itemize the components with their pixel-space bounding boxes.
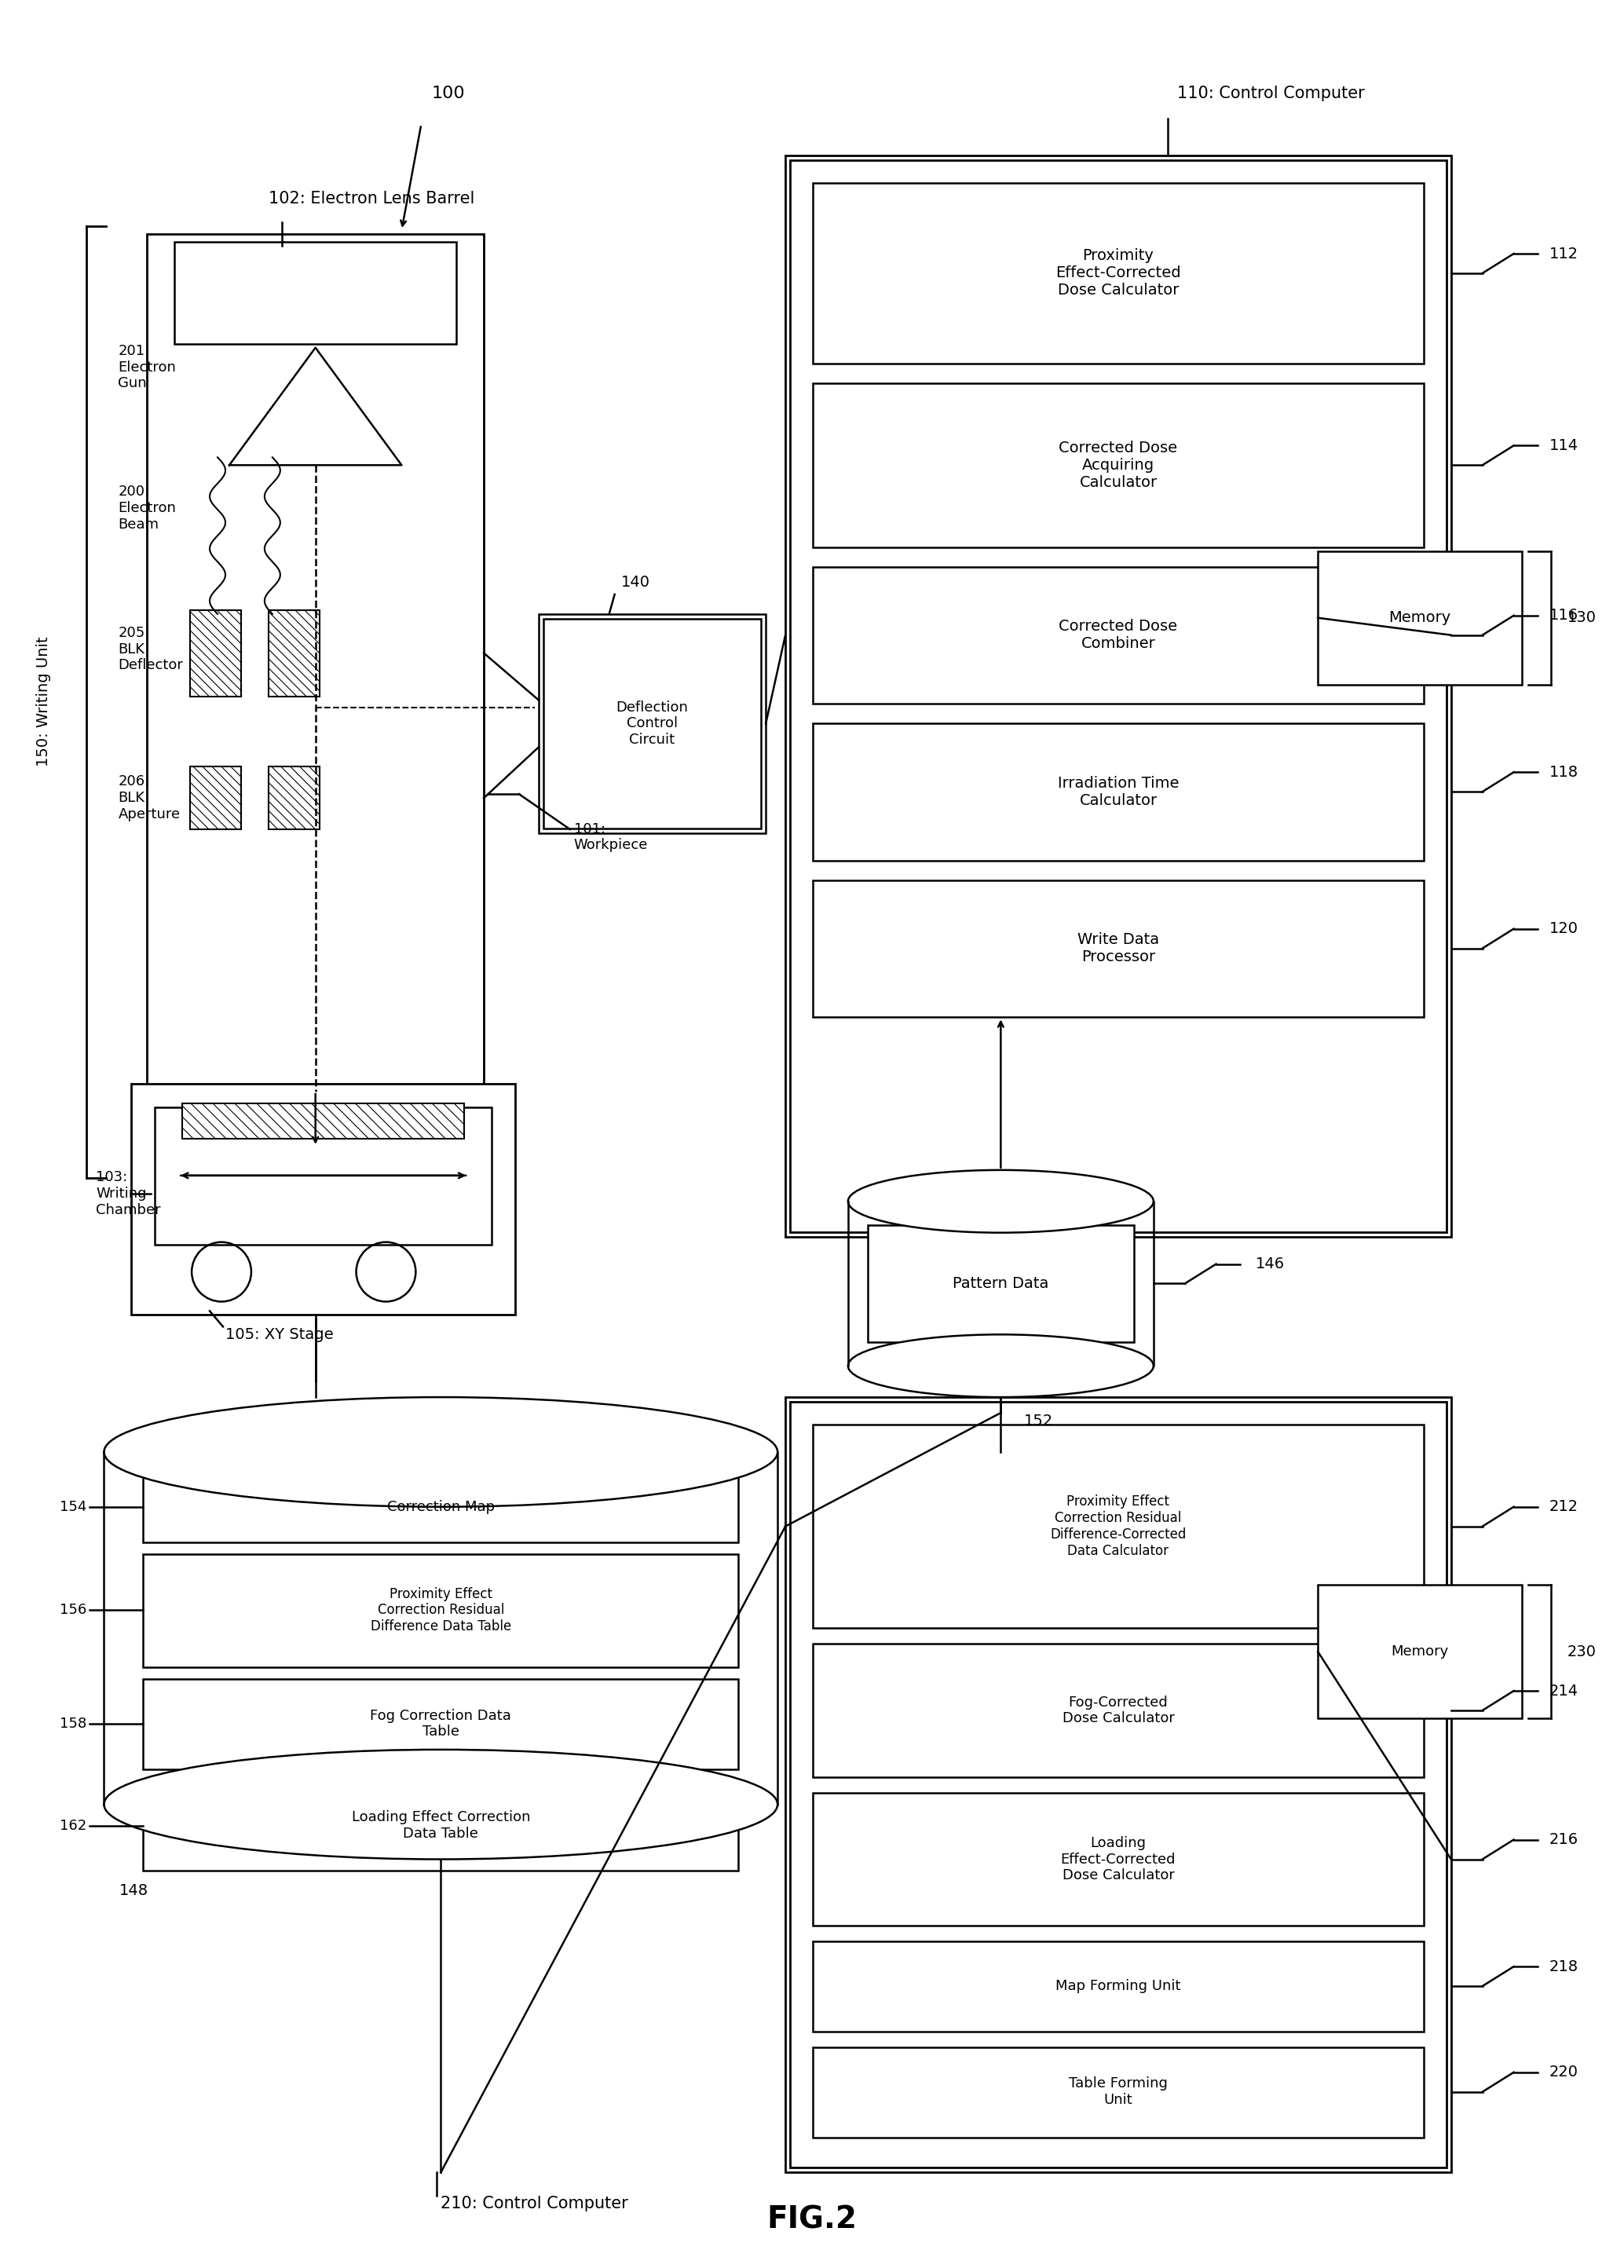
Text: 150: Writing Unit: 150: Writing Unit	[36, 637, 50, 767]
Text: 205:
BLK
Deflector: 205: BLK Deflector	[119, 626, 184, 674]
Bar	[812, 567, 1424, 703]
Bar	[268, 767, 320, 830]
Ellipse shape	[104, 1397, 778, 1506]
Bar	[1319, 1585, 1522, 1719]
Text: 114: 114	[1549, 438, 1579, 454]
Bar	[786, 1397, 1452, 2173]
Bar	[812, 2048, 1424, 2136]
Text: Write Data
Processor: Write Data Processor	[1077, 932, 1160, 964]
Bar	[1319, 551, 1522, 685]
Text: Proximity
Effect-Corrected
Dose Calculator: Proximity Effect-Corrected Dose Calculat…	[1056, 249, 1181, 297]
Text: Fog-Corrected
Dose Calculator: Fog-Corrected Dose Calculator	[1062, 1694, 1174, 1726]
Text: Loading
Effect-Corrected
Dose Calculator: Loading Effect-Corrected Dose Calculator	[1060, 1835, 1176, 1882]
Text: 101:
Workpiece: 101: Workpiece	[573, 821, 648, 853]
Text: 152: 152	[1025, 1413, 1054, 1429]
Bar	[812, 1792, 1424, 1926]
Bar	[143, 1780, 739, 1871]
Text: 154: 154	[60, 1499, 86, 1513]
Bar	[148, 234, 484, 1089]
Text: Proximity Effect
Correction Residual
Difference Data Table: Proximity Effect Correction Residual Dif…	[370, 1588, 512, 1633]
Text: 120: 120	[1549, 921, 1579, 937]
Bar	[812, 184, 1424, 363]
Bar	[143, 1554, 739, 1667]
Bar	[182, 1105, 464, 1139]
Text: Corrected Dose
Acquiring
Calculator: Corrected Dose Acquiring Calculator	[1059, 440, 1177, 490]
Text: 206:
BLK
Aperture: 206: BLK Aperture	[119, 776, 180, 821]
Text: 110: Control Computer: 110: Control Computer	[1177, 86, 1364, 102]
Text: Memory: Memory	[1392, 1644, 1449, 1658]
Ellipse shape	[848, 1170, 1153, 1234]
Text: Deflection
Control
Circuit: Deflection Control Circuit	[615, 701, 689, 746]
Text: Fog Correction Data
Table: Fog Correction Data Table	[370, 1708, 512, 1740]
Text: 212: 212	[1549, 1499, 1579, 1515]
Text: 216: 216	[1549, 1833, 1579, 1846]
Text: Proximity Effect
Correction Residual
Difference-Corrected
Data Calculator: Proximity Effect Correction Residual Dif…	[1051, 1495, 1186, 1558]
Bar	[867, 1225, 1134, 1343]
Text: Table Forming
Unit: Table Forming Unit	[1069, 2077, 1168, 2107]
Text: 156: 156	[60, 1603, 86, 1617]
Bar	[544, 619, 762, 828]
Text: 146: 146	[1255, 1256, 1285, 1272]
Bar	[143, 1678, 739, 1769]
Bar	[786, 156, 1452, 1236]
Text: 112: 112	[1549, 247, 1579, 261]
Text: 200:
Electron
Beam: 200: Electron Beam	[119, 485, 175, 531]
Text: 148: 148	[120, 1882, 149, 1898]
Text: 201:
Electron
Gun: 201: Electron Gun	[119, 345, 175, 390]
Text: 218: 218	[1549, 1960, 1579, 1973]
Ellipse shape	[104, 1749, 778, 1860]
Text: 102: Electron Lens Barrel: 102: Electron Lens Barrel	[268, 191, 474, 206]
Text: 158: 158	[60, 1717, 86, 1730]
Bar	[268, 610, 320, 696]
Text: 116: 116	[1549, 608, 1579, 624]
Text: Irradiation Time
Calculator: Irradiation Time Calculator	[1057, 776, 1179, 807]
Text: 118: 118	[1549, 764, 1579, 780]
Text: Loading Effect Correction
Data Table: Loading Effect Correction Data Table	[351, 1810, 529, 1842]
Text: 105: XY Stage: 105: XY Stage	[226, 1327, 333, 1343]
Bar	[154, 1107, 492, 1245]
Text: Correction Map: Correction Map	[387, 1499, 495, 1513]
Text: 214: 214	[1549, 1683, 1579, 1699]
Text: 140: 140	[620, 576, 650, 590]
Bar	[539, 615, 767, 832]
Bar	[190, 767, 240, 830]
Ellipse shape	[848, 1334, 1153, 1397]
Text: 220: 220	[1549, 2064, 1579, 2080]
Text: 230: 230	[1567, 1644, 1596, 1660]
Text: 162: 162	[60, 1819, 86, 1833]
Bar	[190, 610, 240, 696]
Text: 103:
Writing
Chamber: 103: Writing Chamber	[96, 1170, 161, 1218]
Bar	[812, 880, 1424, 1018]
Bar	[789, 1402, 1447, 2168]
Bar	[132, 1084, 515, 1315]
Text: Corrected Dose
Combiner: Corrected Dose Combiner	[1059, 619, 1177, 651]
Bar	[174, 243, 456, 345]
Bar	[812, 1644, 1424, 1778]
Bar	[143, 1472, 739, 1542]
Text: 210: Control Computer: 210: Control Computer	[440, 2195, 628, 2211]
Bar	[812, 383, 1424, 547]
Text: Pattern Data: Pattern Data	[953, 1277, 1049, 1290]
Text: FIG.2: FIG.2	[767, 2204, 857, 2234]
Bar	[812, 1941, 1424, 2032]
Text: 130: 130	[1567, 610, 1596, 626]
Bar	[812, 723, 1424, 860]
Text: 100: 100	[432, 86, 466, 102]
Text: Map Forming Unit: Map Forming Unit	[1056, 1980, 1181, 1994]
Bar	[789, 161, 1447, 1232]
Text: Memory: Memory	[1389, 610, 1450, 626]
Bar	[812, 1424, 1424, 1628]
